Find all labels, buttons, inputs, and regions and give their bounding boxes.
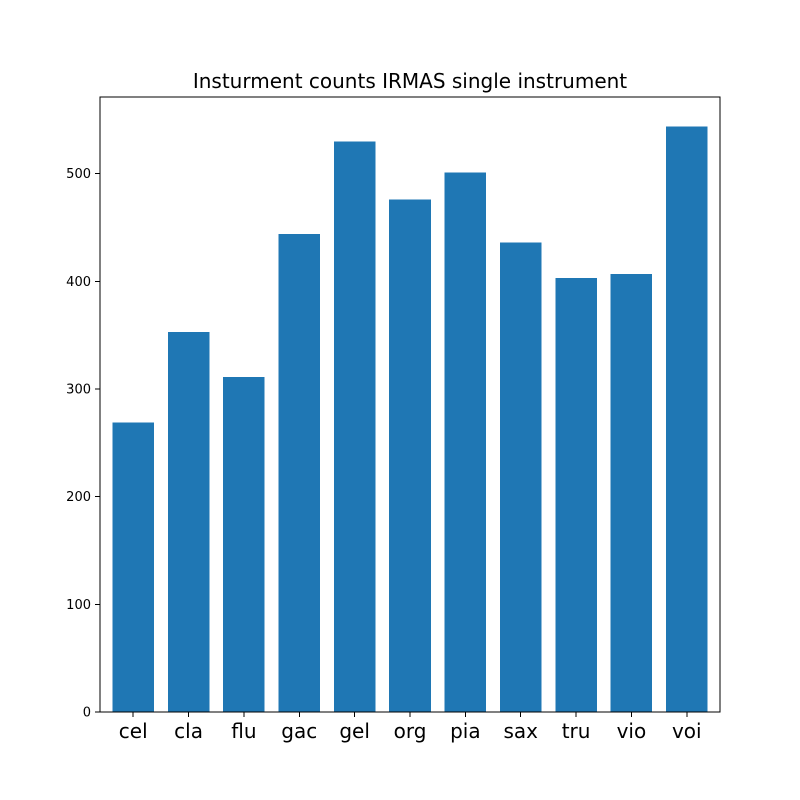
x-tick-label-gac: gac <box>281 719 317 743</box>
bar-sax <box>499 242 542 712</box>
x-tick-label-sax: sax <box>503 719 538 743</box>
bars-group <box>112 126 708 713</box>
bar-cla <box>167 331 210 712</box>
y-tick-label-300: 300 <box>66 382 91 397</box>
y-tick-label-200: 200 <box>66 490 91 505</box>
bar-pia <box>444 172 487 712</box>
x-tick-label-gel: gel <box>339 719 370 743</box>
bar-flu <box>223 377 265 712</box>
y-tick-label-0: 0 <box>83 706 91 721</box>
bar-gac <box>278 233 321 712</box>
x-tick-label-voi: voi <box>672 719 702 743</box>
y-axis: 0 100 200 300 400 500 <box>66 167 100 721</box>
bar-cel <box>112 422 154 712</box>
chart-title: Insturment counts IRMAS single instrumen… <box>193 69 627 93</box>
x-tick-label-pia: pia <box>450 719 481 743</box>
x-tick-label-org: org <box>394 719 427 743</box>
y-tick-label-100: 100 <box>66 598 91 613</box>
x-tick-label-cla: cla <box>174 719 203 743</box>
bar-tru <box>555 278 597 712</box>
y-tick-label-400: 400 <box>66 275 91 290</box>
x-tick-label-cel: cel <box>119 719 148 743</box>
y-tick-label-500: 500 <box>66 167 91 182</box>
bar-gel <box>333 141 376 712</box>
axes-frame <box>99 96 721 713</box>
bar-vio <box>610 273 653 712</box>
bar-org <box>389 199 431 712</box>
x-tick-label-vio: vio <box>617 719 647 743</box>
x-tick-label-flu: flu <box>231 719 256 743</box>
bar-voi <box>666 126 708 713</box>
x-tick-label-tru: tru <box>562 719 591 743</box>
x-axis: cel cla flu gac gel org pia sax tru vio voi <box>119 712 702 743</box>
